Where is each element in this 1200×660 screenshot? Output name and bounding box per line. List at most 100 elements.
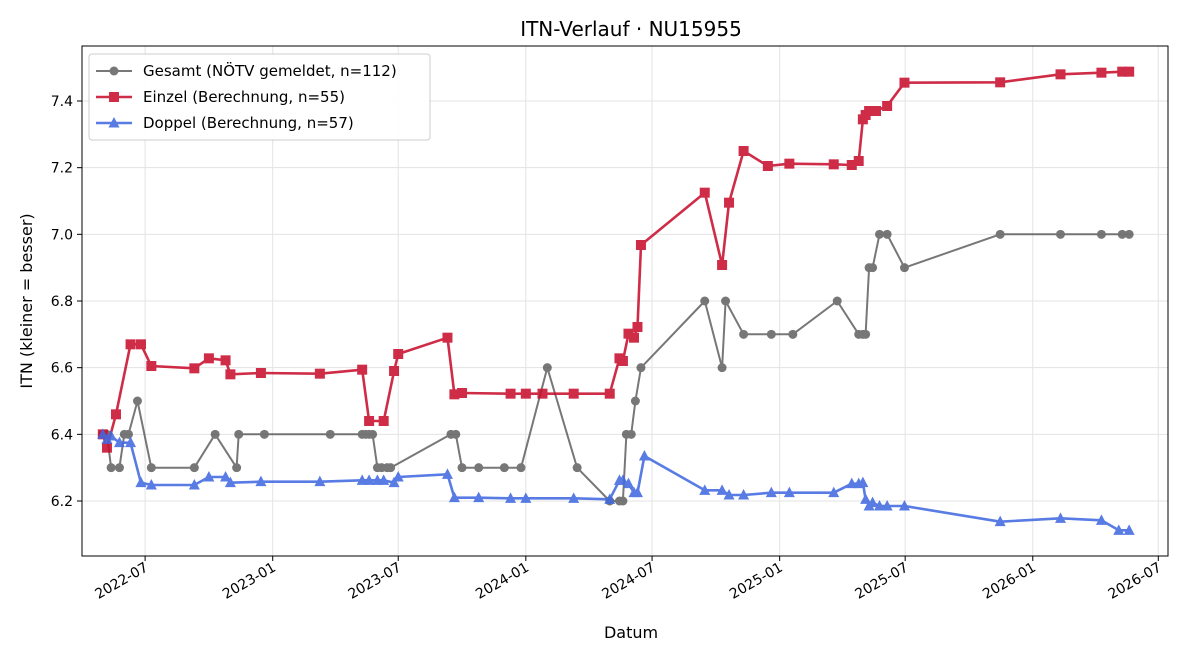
data-point [861,329,871,339]
data-point [520,492,532,503]
data-point [457,463,467,473]
data-point [1096,229,1106,239]
data-point [220,471,232,482]
data-point [516,463,526,473]
data-point [505,388,516,399]
data-point [537,388,548,399]
data-point [225,369,236,380]
data-point [864,106,875,116]
y-tick-label: 7.0 [51,227,73,243]
data-point [868,263,878,273]
data-point [699,187,710,198]
data-point [630,396,640,406]
data-point [145,479,157,490]
data-point [739,329,749,339]
legend: Gesamt (NÖTV gemeldet, n=112) Einzel (Ber… [88,53,431,141]
data-point [881,500,893,511]
data-point [378,416,389,426]
data-point [1056,229,1066,239]
data-point [846,160,857,170]
data-point [386,463,396,473]
data-point [255,368,266,378]
data-point [899,77,910,88]
data-point [189,363,200,374]
data-point [626,429,636,439]
data-point [442,332,453,343]
data-point [259,429,269,439]
data-point [875,229,885,239]
data-point [132,396,142,406]
data-point [765,486,777,498]
data-point [314,475,326,487]
data-point [224,476,236,488]
data-point [473,491,485,503]
data-point [738,146,749,156]
data-point [356,474,368,485]
data-point [393,349,404,359]
data-point [255,475,267,487]
data-point [392,471,404,482]
data-point [994,515,1006,527]
data-point [220,355,231,366]
data-point [874,500,886,511]
data-point [125,436,137,448]
legend-label: Doppel (Berechnung, n=57) [143,114,354,132]
data-point [738,489,750,500]
data-point [638,450,650,461]
legend-box [88,53,431,141]
data-point [203,471,215,482]
data-point [110,409,121,420]
data-point [788,329,798,339]
data-point [135,476,147,488]
data-point [378,474,390,485]
data-point [604,388,615,399]
data-point [623,328,634,339]
chart-title: ITN-Verlauf · NU15955 [520,17,742,41]
data-point [853,156,864,166]
data-point [114,463,124,473]
data-point [1117,229,1127,239]
data-point [622,477,634,489]
data-point [635,240,646,250]
legend-label: Einzel (Berechnung, n=55) [143,88,345,106]
data-point [882,229,892,239]
data-point [871,106,882,116]
data-point [828,159,839,170]
data-point [106,463,116,473]
legend-marker [109,66,119,76]
data-point [203,353,214,364]
data-point [357,364,368,375]
data-point [1055,69,1066,80]
data-point [700,296,710,306]
data-point [1124,229,1134,239]
data-point [146,361,157,371]
data-point [636,363,646,373]
data-point [388,476,400,488]
data-point [784,158,795,169]
data-point [723,489,735,500]
data-point [857,476,869,488]
data-point [995,77,1006,88]
data-point [846,477,858,489]
data-point [717,363,727,373]
data-point [617,356,628,366]
data-point [389,366,400,376]
data-point [766,329,776,339]
data-point [542,363,552,373]
legend-entry [96,92,132,102]
data-point [520,388,531,399]
data-point [451,429,461,439]
data-point [629,332,640,343]
y-tick-label: 6.6 [51,361,73,377]
data-point [899,263,909,273]
data-point [1113,524,1125,535]
y-tick-label: 6.4 [51,427,73,443]
data-point [474,463,484,473]
data-point [1095,514,1107,525]
data-point [867,496,879,508]
data-point [325,429,335,439]
data-point [604,493,616,504]
y-axis-label: ITN (kleiner = besser) [17,213,36,388]
data-point [828,486,840,498]
data-point [717,260,728,270]
